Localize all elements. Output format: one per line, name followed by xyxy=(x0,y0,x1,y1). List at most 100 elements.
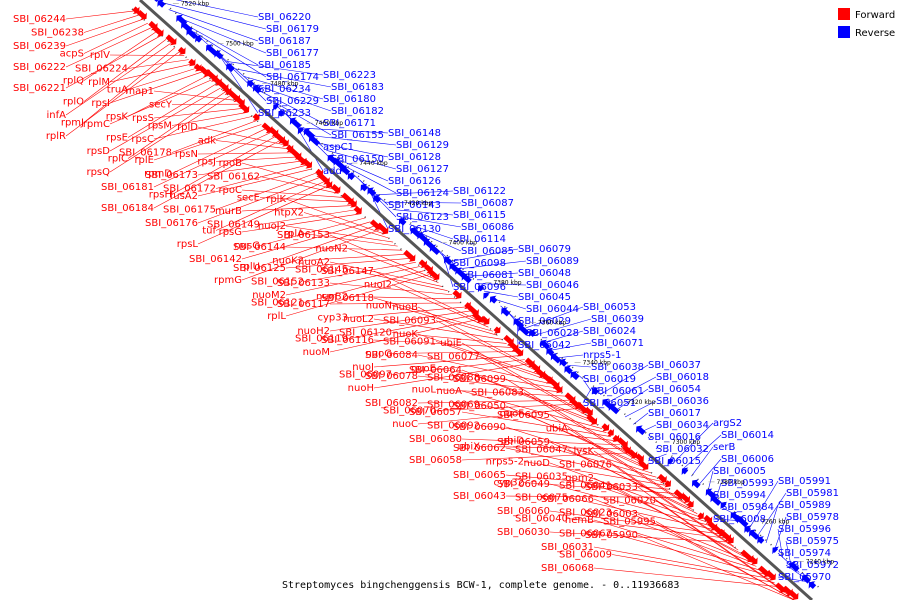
forward-gene-label[interactable]: nuoH2 xyxy=(297,326,330,337)
forward-gene-arrow[interactable] xyxy=(789,590,799,600)
reverse-gene-arrow[interactable] xyxy=(518,324,530,336)
forward-gene-label[interactable]: map1 xyxy=(125,86,154,97)
forward-gene-label[interactable]: nuoK xyxy=(393,329,419,340)
forward-gene-label[interactable]: nuoM xyxy=(303,347,330,358)
reverse-gene-arrow[interactable] xyxy=(347,172,355,181)
forward-gene-label[interactable]: SBI_06149 xyxy=(207,220,260,231)
forward-gene-label[interactable]: SBI_06119 xyxy=(295,334,348,345)
forward-gene-label[interactable]: SBI_06181 xyxy=(101,182,154,193)
reverse-gene-arrow[interactable] xyxy=(195,35,203,43)
reverse-gene-label[interactable]: SBI_06005 xyxy=(713,466,766,477)
forward-gene-label[interactable]: SBI_06003 xyxy=(585,509,638,520)
forward-gene-label[interactable]: ubiD xyxy=(501,436,524,447)
forward-gene-label[interactable]: SBI_06222 xyxy=(13,62,66,73)
forward-gene-label[interactable]: SBI_06075 xyxy=(515,493,568,504)
reverse-gene-label[interactable]: SBI_06115 xyxy=(453,210,506,221)
forward-gene-label[interactable]: rplL xyxy=(267,311,286,322)
forward-gene-label[interactable]: rplR xyxy=(46,131,66,142)
forward-gene-label[interactable]: SBI_06068 xyxy=(541,563,594,574)
forward-gene-label[interactable]: nuoL xyxy=(412,385,437,396)
forward-gene-label[interactable]: rpmJ xyxy=(61,118,84,129)
forward-gene-arrow[interactable] xyxy=(165,34,177,46)
reverse-gene-arrow[interactable] xyxy=(691,479,701,489)
reverse-gene-label[interactable]: SBI_06045 xyxy=(518,292,571,303)
forward-gene-label[interactable]: SBI_06080 xyxy=(409,434,462,445)
forward-gene-arrow[interactable] xyxy=(703,514,713,524)
forward-gene-arrow[interactable] xyxy=(353,205,362,215)
forward-gene-label[interactable]: cyp32 xyxy=(494,478,525,489)
forward-gene-label[interactable]: SBI_06084 xyxy=(365,350,418,361)
forward-gene-label[interactable]: SBI_06043 xyxy=(453,491,506,502)
forward-gene-label[interactable]: rpmC xyxy=(83,119,110,130)
forward-gene-label[interactable]: rpsQ xyxy=(86,167,110,178)
reverse-gene-label[interactable]: SBI_06032 xyxy=(656,444,709,455)
reverse-gene-label[interactable]: SBI_05993 xyxy=(721,478,774,489)
forward-gene-label[interactable]: rpsK xyxy=(106,112,129,123)
reverse-gene-label[interactable]: SBI_06229 xyxy=(266,96,319,107)
forward-gene-arrow[interactable] xyxy=(638,459,649,471)
reverse-gene-arrow[interactable] xyxy=(710,494,722,506)
forward-gene-arrow[interactable] xyxy=(252,113,260,121)
reverse-gene-arrow[interactable] xyxy=(214,50,224,60)
forward-gene-label[interactable]: fusA2 xyxy=(170,191,198,202)
forward-gene-label[interactable]: SBI_06035 xyxy=(515,472,568,483)
reverse-gene-arrow[interactable] xyxy=(808,581,817,590)
reverse-gene-label[interactable]: SBI_06024 xyxy=(583,326,636,337)
reverse-gene-label[interactable]: SBI_06051 xyxy=(583,398,636,409)
forward-gene-label[interactable]: SBI_06030 xyxy=(497,527,550,538)
forward-gene-label[interactable]: SBI_06058 xyxy=(409,455,462,466)
reverse-gene-label[interactable]: SBI_06071 xyxy=(591,338,644,349)
reverse-gene-arrow[interactable] xyxy=(749,529,760,540)
forward-gene-label[interactable]: SBI_05995 xyxy=(603,517,656,528)
forward-gene-label[interactable]: nuoF xyxy=(499,409,524,420)
reverse-gene-label[interactable]: SBI_05996 xyxy=(778,524,831,535)
forward-gene-label[interactable]: infA xyxy=(47,110,67,121)
reverse-gene-label[interactable]: SBI_06180 xyxy=(323,94,376,105)
reverse-gene-label[interactable]: SBI_06128 xyxy=(388,152,441,163)
reverse-gene-arrow[interactable] xyxy=(308,134,321,147)
forward-gene-label[interactable]: SBI_06142 xyxy=(189,254,242,265)
forward-gene-label[interactable]: rpsE xyxy=(106,133,128,144)
reverse-gene-label[interactable]: SBI_05970 xyxy=(778,572,831,583)
forward-gene-label[interactable]: SBI_06050 xyxy=(453,401,506,412)
forward-gene-label[interactable]: acpS xyxy=(60,49,84,60)
forward-gene-label[interactable]: SBI_06077 xyxy=(427,352,480,363)
reverse-gene-label[interactable]: SBI_06182 xyxy=(331,106,384,117)
reverse-gene-arrow[interactable] xyxy=(736,516,749,528)
forward-gene-arrow[interactable] xyxy=(188,58,196,67)
forward-gene-arrow[interactable] xyxy=(584,407,593,417)
reverse-gene-label[interactable]: SBI_06085 xyxy=(461,246,514,257)
forward-gene-label[interactable]: rplA xyxy=(284,229,304,240)
forward-gene-arrow[interactable] xyxy=(664,479,672,488)
forward-gene-arrow[interactable] xyxy=(616,437,628,449)
forward-gene-arrow[interactable] xyxy=(601,423,610,432)
reverse-gene-arrow[interactable] xyxy=(483,292,490,300)
reverse-gene-label[interactable]: SBI_06179 xyxy=(266,24,319,35)
reverse-gene-label[interactable]: SBI_06044 xyxy=(526,304,579,315)
reverse-gene-label[interactable]: SBI_06046 xyxy=(526,280,579,291)
reverse-gene-label[interactable]: SBI_05974 xyxy=(778,548,831,559)
reverse-gene-label[interactable]: SBI_06187 xyxy=(258,36,311,47)
forward-gene-arrow[interactable] xyxy=(376,222,389,235)
reverse-gene-label[interactable]: SBI_06019 xyxy=(583,374,636,385)
reverse-gene-arrow[interactable] xyxy=(757,536,765,544)
forward-gene-arrow[interactable] xyxy=(132,6,140,15)
forward-gene-label[interactable]: nuoJ2 xyxy=(258,221,286,232)
forward-gene-label[interactable]: SBI_06020 xyxy=(603,496,656,507)
forward-gene-label[interactable]: SBI_06062 xyxy=(453,443,506,454)
reverse-gene-label[interactable]: SBI_06098 xyxy=(453,258,506,269)
forward-gene-label[interactable]: lysK xyxy=(574,446,595,457)
reverse-gene-label[interactable]: SBI_06006 xyxy=(721,454,774,465)
forward-gene-label[interactable]: nuoD xyxy=(524,458,551,469)
forward-gene-label[interactable]: nuoN2 xyxy=(315,244,348,255)
reverse-gene-arrow[interactable] xyxy=(226,63,235,73)
forward-gene-arrow[interactable] xyxy=(325,180,333,189)
forward-gene-label[interactable]: rplU xyxy=(239,262,260,273)
forward-gene-label[interactable]: SBI_06116 xyxy=(321,335,374,346)
reverse-gene-arrow[interactable] xyxy=(501,307,511,317)
forward-gene-arrow[interactable] xyxy=(177,46,186,55)
forward-gene-label[interactable]: rplO xyxy=(63,97,84,108)
forward-gene-arrow[interactable] xyxy=(216,79,229,92)
forward-gene-label[interactable]: SBI_06120 xyxy=(339,328,392,339)
reverse-gene-arrow[interactable] xyxy=(150,0,160,3)
